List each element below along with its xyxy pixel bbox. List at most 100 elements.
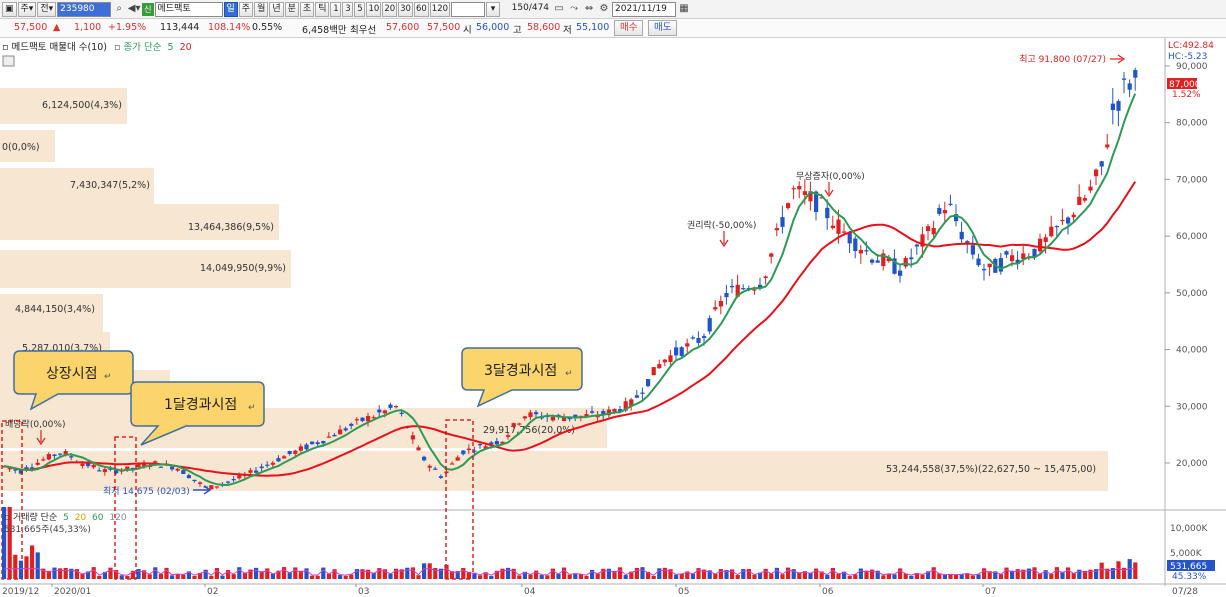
menu-button[interactable]: ▣	[2, 1, 17, 17]
candle-body	[791, 188, 796, 190]
volume-bar	[1116, 561, 1121, 579]
candle-body	[808, 191, 813, 202]
period-dropdown[interactable]: 주▾	[17, 1, 37, 17]
high-annotation: 최고 91,800 (07/27)	[1019, 54, 1106, 65]
vol-ma20-legend: 20	[75, 513, 87, 523]
volume-bar	[326, 573, 331, 579]
volume-profile-label: 6,124,500(4,3%)	[42, 100, 122, 111]
volume-current-label: 531,665	[1170, 562, 1207, 572]
x-label-06: 06	[822, 587, 834, 597]
interval-1[interactable]: 1	[330, 1, 342, 17]
candle-body	[612, 408, 617, 412]
volume-bar	[1133, 562, 1138, 579]
search-icon[interactable]: ⌕	[116, 2, 122, 14]
candle-body	[136, 464, 141, 468]
type-dropdown[interactable]: 전▾	[37, 1, 57, 17]
interval-30[interactable]: 30	[398, 1, 413, 17]
candle-body	[892, 258, 897, 274]
candle-body	[780, 217, 785, 227]
volume-bar	[494, 570, 499, 579]
volume-bar	[332, 569, 337, 579]
grid-toggle-icon[interactable]	[2, 55, 15, 67]
volume-bar	[382, 569, 387, 579]
volume-bar	[125, 575, 130, 579]
volume-bar	[1060, 571, 1065, 579]
volume-profile-band	[0, 168, 154, 204]
volume-bar	[724, 570, 729, 579]
volume-bar	[534, 570, 539, 579]
tab-second[interactable]: 초	[299, 1, 315, 17]
gear-icon[interactable]: ⚙	[599, 2, 609, 14]
interval-5[interactable]: 5	[354, 1, 366, 17]
stock-name-field[interactable]: 메드팩토	[154, 1, 223, 17]
volume-bar	[198, 572, 203, 579]
tab-month[interactable]: 월	[254, 1, 269, 17]
sell-button[interactable]: 매도	[648, 20, 678, 36]
volume-bar	[567, 574, 572, 579]
interval-20[interactable]: 20	[382, 1, 398, 17]
candle-body	[371, 417, 376, 419]
candle-body	[461, 450, 466, 455]
speaker-icon[interactable]: ◀▾	[127, 2, 141, 14]
volume-bar	[114, 570, 119, 579]
volume-bar	[338, 575, 343, 579]
candle-body	[903, 257, 908, 267]
volume-bar	[1026, 568, 1031, 579]
candle-body	[786, 203, 791, 209]
stock-code-input[interactable]: 235980	[57, 1, 112, 17]
candle-body	[410, 435, 415, 440]
volume-profile-label: 14,049,950(9,9%)	[200, 263, 286, 274]
volume-current-marker	[1167, 560, 1215, 571]
candle-body	[321, 441, 326, 444]
tab-day[interactable]: 일	[223, 1, 238, 17]
candle-body	[304, 444, 309, 450]
volume-bars	[2, 507, 1138, 579]
volume-profile-band	[0, 204, 279, 240]
candle-body	[741, 288, 746, 290]
volume-bar	[433, 568, 438, 579]
volume-bar	[74, 569, 79, 579]
minus-icon[interactable]: ▭	[554, 2, 564, 14]
volume-bar	[466, 571, 471, 579]
link-icon[interactable]: ⤳	[570, 2, 579, 14]
candle-body	[567, 417, 572, 420]
candle-body	[1094, 169, 1099, 177]
volume-profile-label: 4,844,150(3,4%)	[15, 304, 95, 315]
price-chart[interactable]: 6,124,500(4,3%) 0(0,0%) 7,430,347(5,2%) 13,…	[0, 38, 1226, 597]
volume-bar	[1077, 569, 1082, 579]
date-input[interactable]: 2021/11/19	[612, 1, 677, 17]
candle-body	[13, 469, 18, 471]
interval-10[interactable]: 10	[366, 1, 382, 17]
candle-body	[310, 441, 315, 445]
interval-60[interactable]: 60	[413, 1, 429, 17]
candle-body	[209, 485, 214, 490]
bonus-arrow-icon	[824, 182, 834, 198]
volume-bar	[550, 568, 555, 579]
interval-120[interactable]: 120	[429, 1, 451, 17]
volume-bar	[46, 570, 51, 579]
volume-bar	[192, 575, 197, 579]
candlesticks	[2, 67, 1138, 490]
volume-bar	[102, 571, 107, 579]
buy-button[interactable]: 매수	[614, 20, 644, 36]
tab-tick[interactable]: 틱	[315, 1, 330, 17]
chart-title-text: 메드팩토 매물대 수(10)	[11, 42, 106, 53]
tab-minute[interactable]: 분	[284, 1, 299, 17]
interval-3[interactable]: 3	[342, 1, 354, 17]
tab-week[interactable]: 주	[238, 1, 254, 17]
scroll-icon[interactable]: ⇔	[584, 2, 594, 14]
candle-body	[455, 457, 460, 461]
candle-body	[1010, 255, 1015, 262]
chart-title: ▫ 메드팩토 매물대 수(10) ▫ 종가 단순 5 20	[2, 42, 192, 53]
custom-interval-input[interactable]	[451, 1, 486, 17]
paging-count[interactable]: 150/474	[501, 2, 551, 17]
candle-body	[1015, 259, 1020, 264]
interval-dropdown[interactable]: ▾	[486, 1, 501, 17]
price-axis-ticks: 90,000 80,000 70,000 60,000 50,000 40,000 30,0…	[1176, 62, 1208, 469]
volume-bar	[1004, 567, 1009, 579]
candle-body	[926, 226, 931, 232]
tab-year[interactable]: 년	[269, 1, 284, 17]
hc-label: HC:-5.23	[1168, 52, 1207, 62]
candle-body	[774, 228, 779, 231]
calendar-icon[interactable]: ▦	[679, 2, 689, 14]
